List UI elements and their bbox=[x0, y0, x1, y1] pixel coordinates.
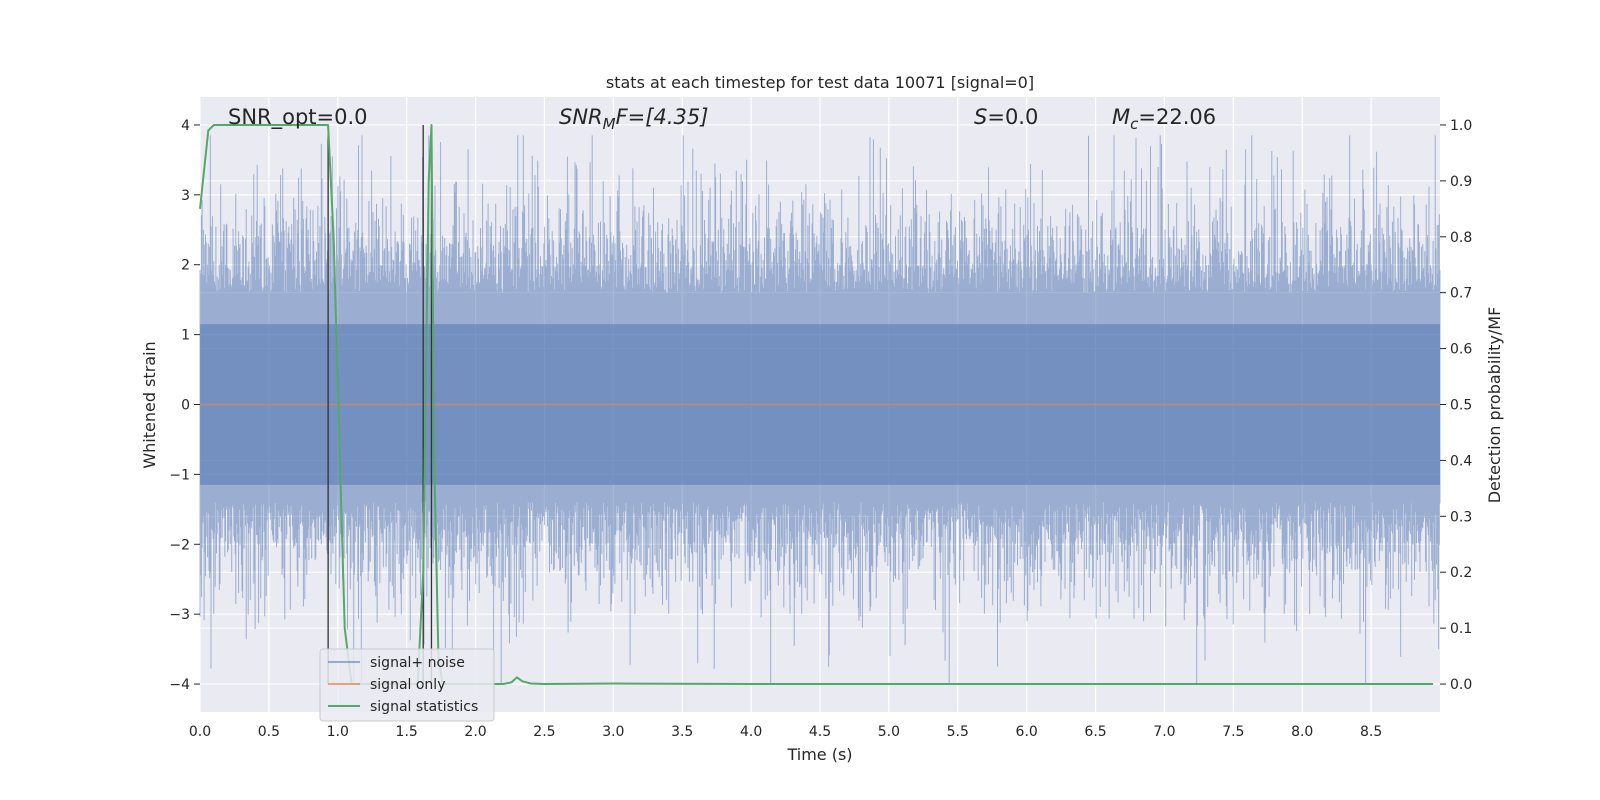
x-tick-label: 7.0 bbox=[1153, 724, 1175, 740]
x-tick-label: 2.0 bbox=[464, 724, 486, 740]
x-tick-label: 8.0 bbox=[1291, 724, 1313, 740]
y2-tick-label: 0.1 bbox=[1450, 621, 1472, 637]
annotation-snr-mf-main: SNR bbox=[559, 105, 603, 129]
legend-box bbox=[319, 648, 495, 722]
legend: signal+ noise signal only signal statist… bbox=[319, 648, 495, 722]
y2-tick-label: 0.5 bbox=[1450, 398, 1472, 414]
x-tick-label: 5.5 bbox=[947, 724, 969, 740]
y2-tick-label: 0.0 bbox=[1450, 677, 1472, 693]
x-tick-label: 2.5 bbox=[533, 724, 555, 740]
x-tick-label: 5.0 bbox=[878, 724, 900, 740]
x-tick-label: 4.5 bbox=[809, 724, 831, 740]
y2-axis-ticks: 1.0 0.9 0.8 0.7 0.6 0.5 0.4 0.3 0.2 0.1 0.0 bbox=[1440, 118, 1472, 693]
annotation-mc-main: M bbox=[1112, 105, 1130, 129]
x-tick-label: 0.0 bbox=[189, 724, 211, 740]
annotation-snr-mf-sub: M bbox=[603, 115, 616, 133]
x-tick-label: 1.5 bbox=[396, 724, 418, 740]
annotation-snr-mf-rest: F=[4.35] bbox=[616, 105, 709, 129]
y2-tick-label: 0.2 bbox=[1450, 565, 1472, 581]
chart-title: stats at each timestep for test data 100… bbox=[606, 73, 1034, 92]
y2-tick-label: 1.0 bbox=[1450, 118, 1472, 134]
y2-tick-label: 0.9 bbox=[1450, 174, 1472, 190]
annotation-s-main: S bbox=[974, 105, 987, 129]
y2-tick-label: 0.7 bbox=[1450, 286, 1472, 302]
x-tick-label: 6.0 bbox=[1016, 724, 1038, 740]
y-tick-label: 3 bbox=[181, 188, 190, 204]
x-axis-ticks: 0.0 0.5 1.0 1.5 2.0 2.5 3.0 3.5 4.0 4.5 5.0 5.5 6.0 6… bbox=[189, 724, 1382, 740]
annotation-snr-mf: SNRMF=[4.35] bbox=[559, 105, 708, 133]
y-tick-label: −2 bbox=[169, 537, 190, 553]
y-axis-label: Whitened strain bbox=[140, 341, 159, 468]
y-tick-label: −4 bbox=[169, 677, 190, 693]
x-tick-label: 1.0 bbox=[327, 724, 349, 740]
y2-tick-label: 0.3 bbox=[1450, 509, 1472, 525]
y-tick-label: 4 bbox=[181, 118, 190, 134]
legend-entry-signal-only: signal only bbox=[370, 677, 445, 693]
y-axis-ticks: 4 3 2 1 0 −1 −2 −3 −4 bbox=[169, 118, 200, 693]
y2-tick-label: 0.6 bbox=[1450, 342, 1472, 358]
y-tick-label: 1 bbox=[181, 328, 190, 344]
legend-entry-signal-noise: signal+ noise bbox=[370, 655, 465, 671]
annotation-s-rest: =0.0 bbox=[987, 105, 1038, 129]
y-tick-label: −3 bbox=[169, 607, 190, 623]
x-tick-label: 6.5 bbox=[1084, 724, 1106, 740]
x-tick-label: 4.0 bbox=[740, 724, 762, 740]
annotation-snr-opt: SNR_opt=0.0 bbox=[228, 105, 368, 130]
x-tick-label: 8.5 bbox=[1360, 724, 1382, 740]
y-tick-label: 2 bbox=[181, 258, 190, 274]
y2-tick-label: 0.4 bbox=[1450, 453, 1472, 469]
y2-tick-label: 0.8 bbox=[1450, 230, 1472, 246]
legend-entry-signal-statistics: signal statistics bbox=[370, 699, 478, 715]
x-tick-label: 3.5 bbox=[671, 724, 693, 740]
y2-axis-label: Detection probability/MF bbox=[1485, 307, 1504, 504]
y-tick-label: −1 bbox=[169, 467, 190, 483]
annotation-mc: Mc=22.06 bbox=[1112, 105, 1216, 133]
annotation-mc-rest: =22.06 bbox=[1138, 105, 1216, 129]
x-tick-label: 0.5 bbox=[258, 724, 280, 740]
y-tick-label: 0 bbox=[181, 398, 190, 414]
annotation-s: S=0.0 bbox=[974, 105, 1038, 129]
x-axis-label: Time (s) bbox=[786, 745, 852, 764]
annotation-mc-sub: c bbox=[1130, 115, 1139, 133]
x-tick-label: 7.5 bbox=[1222, 724, 1244, 740]
x-tick-label: 3.0 bbox=[602, 724, 624, 740]
